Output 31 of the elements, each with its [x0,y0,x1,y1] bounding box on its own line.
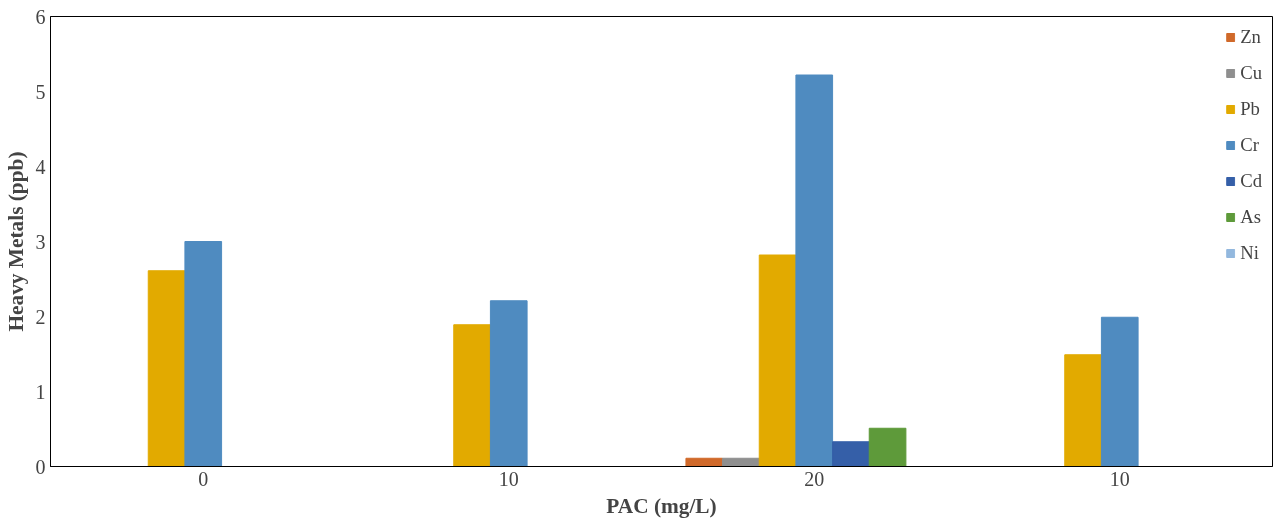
bar [758,254,797,467]
bar [1100,316,1139,467]
y-tick-label: 6 [35,5,46,28]
bar [685,457,724,467]
bar [453,324,491,467]
legend-label: As [1240,206,1261,228]
x-tick-label: 0 [198,467,209,490]
bar [147,270,186,467]
bar [489,300,528,467]
bar [795,74,834,467]
y-tick-label: 1 [35,380,46,403]
legend-label: Pb [1240,98,1261,120]
bar [722,457,760,467]
y-tick-label: 3 [35,230,46,253]
bar [184,241,223,467]
x-tick-label: 10 [1109,467,1130,490]
bar [832,441,870,467]
x-axis-title: PAC (mg/L) [606,493,717,518]
legend-label: Ni [1240,242,1260,264]
y-tick-label: 5 [35,80,46,103]
y-axis-title: Heavy Metals (ppb) [3,151,28,332]
legend-label: Cu [1240,62,1262,84]
legend-label: Zn [1240,26,1261,48]
bar [868,427,907,467]
y-tick-label: 2 [35,305,46,328]
x-tick-label: 10 [498,467,519,490]
legend-label: Cr [1240,134,1260,156]
x-tick-label: 20 [804,467,825,490]
y-tick-label: 4 [35,155,46,178]
legend-label: Cd [1240,170,1262,192]
bar [1064,354,1102,467]
